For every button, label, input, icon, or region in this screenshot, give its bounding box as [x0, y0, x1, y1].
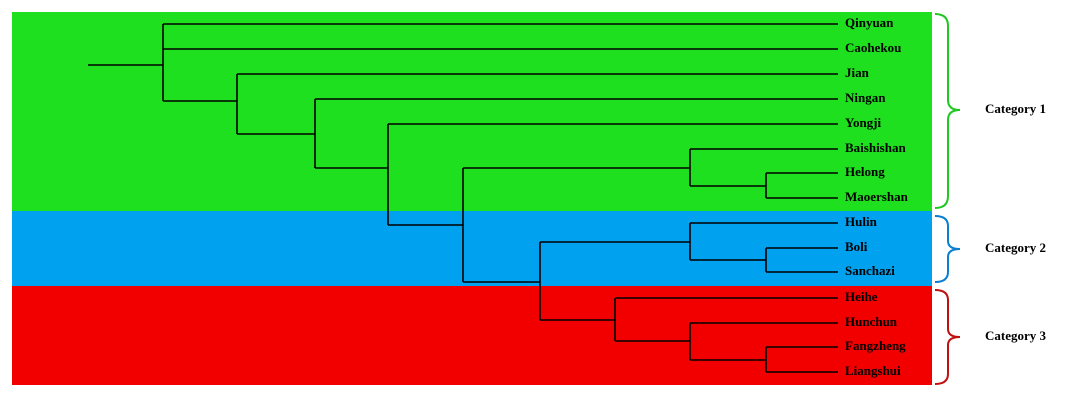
leaf-label: Hulin — [845, 214, 878, 229]
leaf-label: Baishishan — [845, 140, 906, 155]
category-label: Category 1 — [985, 101, 1046, 116]
category-label: Category 2 — [985, 240, 1046, 255]
region-green — [12, 12, 932, 211]
region-red — [12, 286, 932, 385]
leaf-label: Boli — [845, 239, 868, 254]
leaf-label: Maoershan — [845, 189, 909, 204]
leaf-label: Qinyuan — [845, 15, 894, 30]
leaf-label: Heihe — [845, 289, 878, 304]
leaf-label: Ningan — [845, 90, 886, 105]
brace-blue — [934, 215, 961, 283]
leaf-label: Jian — [845, 65, 870, 80]
leaf-label: Caohekou — [845, 40, 901, 55]
leaf-label: Liangshui — [845, 363, 901, 378]
brace-green — [934, 13, 961, 209]
leaf-label: Helong — [845, 164, 885, 179]
leaf-label: Yongji — [845, 115, 882, 130]
leaf-label: Sanchazi — [845, 263, 895, 278]
brace-red — [934, 289, 961, 385]
leaf-label: Fangzheng — [845, 338, 906, 353]
tree-branches — [88, 23, 838, 373]
leaf-label: Hunchun — [845, 314, 898, 329]
category-label: Category 3 — [985, 328, 1047, 343]
